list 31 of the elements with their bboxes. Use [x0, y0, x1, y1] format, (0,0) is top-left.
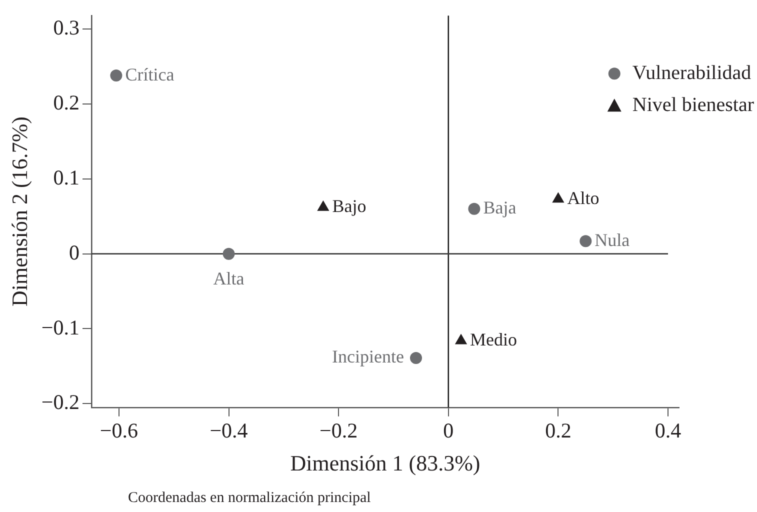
point [110, 70, 122, 82]
y-tick-label: −0.1 [41, 315, 80, 340]
point [410, 352, 422, 364]
x-tick-label: −0.6 [100, 418, 138, 443]
x-tick-label: 0.2 [545, 418, 572, 443]
x-tick-label: −0.4 [210, 418, 248, 443]
y-tick-label: 0.3 [53, 16, 80, 40]
annotation: Alto [567, 188, 600, 208]
x-tick-label: −0.2 [320, 418, 358, 443]
y-tick-label: 0.2 [53, 90, 80, 115]
point [454, 334, 468, 344]
x-tick-label: 0 [443, 418, 454, 443]
annotation: Alta [213, 268, 244, 289]
legend-label: Nivel bienestar [632, 94, 754, 116]
x-axis-title: Dimensión 1 (83.3%) [290, 450, 480, 476]
annotation: Baja [483, 198, 516, 218]
point [222, 248, 235, 260]
legend-label: Vulnerabilidad [632, 62, 752, 84]
annotation: Crítica [125, 64, 174, 84]
annotation: Nula [594, 230, 630, 250]
y-tick-label: −0.2 [41, 390, 80, 414]
y-axis-title: Dimensión 2 (16.7%) [6, 116, 32, 307]
y-tick-label: 0 [68, 240, 80, 264]
annotation: Medio [470, 329, 518, 350]
annotation: Bajo [332, 196, 366, 216]
text: Coordenadas en normalización principal [128, 490, 371, 506]
x-tick-label: 0.4 [654, 418, 682, 443]
annotation: Incipiente [332, 346, 404, 367]
point [580, 235, 592, 248]
y-tick-label: 0.1 [53, 165, 80, 190]
point [468, 202, 480, 215]
